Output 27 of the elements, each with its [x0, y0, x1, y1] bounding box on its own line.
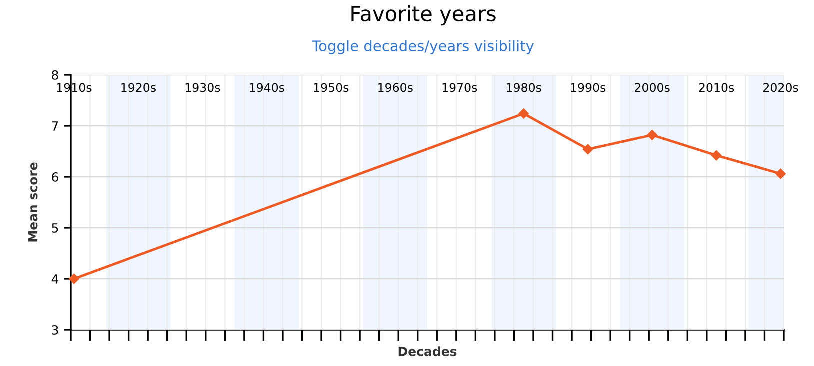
- x-tick-label: 1930s: [186, 83, 220, 92]
- x-axis-title: Decades: [398, 346, 457, 356]
- x-tick-label: 1950s: [314, 83, 349, 92]
- y-tick-label: 6: [52, 172, 58, 182]
- point: [69, 274, 80, 284]
- x-tick-label: 2020s: [764, 83, 798, 92]
- y-tick-label: 4: [52, 274, 58, 284]
- y-tick-label: 7: [52, 122, 58, 131]
- y-tick-label: 3: [52, 325, 58, 335]
- x-tick-label: 1940s: [250, 83, 284, 92]
- x-tick-label: 1980s: [507, 83, 542, 92]
- x-tick-label: 2000s: [635, 83, 670, 92]
- x-tick-label: 1920s: [122, 83, 156, 92]
- x-tick-label: 2010s: [699, 83, 734, 92]
- chart-subtitle: Toggle decades/years visibility: [312, 40, 534, 54]
- point: [711, 150, 722, 161]
- point: [518, 108, 529, 119]
- point: [647, 130, 658, 140]
- y-axis-title: Mean score: [28, 162, 38, 242]
- chart-title: Favorite years: [352, 5, 496, 26]
- y-tick-label: 5: [52, 224, 58, 233]
- x-tick-label: 1960s: [378, 83, 413, 92]
- y-tick-label: 8: [52, 70, 58, 80]
- x-tick-label: 1970s: [442, 83, 478, 92]
- x-tick-label: 1990s: [571, 83, 606, 92]
- point: [776, 168, 786, 180]
- point: [582, 144, 594, 155]
